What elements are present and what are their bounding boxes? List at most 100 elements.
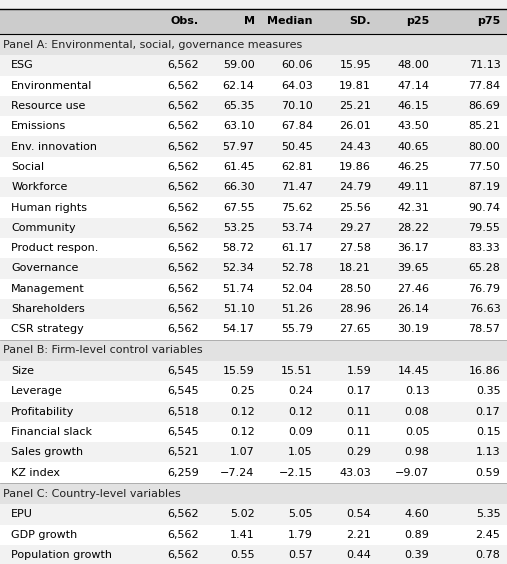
Text: Obs.: Obs. — [171, 16, 199, 27]
Text: 0.55: 0.55 — [230, 550, 255, 560]
Text: Human rights: Human rights — [11, 202, 87, 213]
Text: 5.35: 5.35 — [476, 509, 500, 519]
Text: 77.50: 77.50 — [468, 162, 500, 172]
Text: 51.26: 51.26 — [281, 304, 313, 314]
Text: GDP growth: GDP growth — [11, 530, 78, 540]
Text: 0.54: 0.54 — [346, 509, 371, 519]
Text: 58.72: 58.72 — [223, 243, 255, 253]
Text: 67.55: 67.55 — [223, 202, 255, 213]
Text: p25: p25 — [406, 16, 429, 27]
Text: 61.45: 61.45 — [223, 162, 255, 172]
Text: 6,562: 6,562 — [167, 202, 199, 213]
Bar — [0, 299, 507, 319]
Text: Median: Median — [267, 16, 313, 27]
Text: 25.56: 25.56 — [339, 202, 371, 213]
Text: 28.22: 28.22 — [397, 223, 429, 233]
Text: 78.57: 78.57 — [468, 324, 500, 334]
Text: 71.13: 71.13 — [468, 60, 500, 70]
Text: 54.17: 54.17 — [223, 324, 255, 334]
Bar — [0, 34, 507, 55]
Text: 62.81: 62.81 — [281, 162, 313, 172]
Text: 27.46: 27.46 — [397, 284, 429, 294]
Text: 70.10: 70.10 — [281, 101, 313, 111]
Text: 83.33: 83.33 — [468, 243, 500, 253]
Bar — [0, 279, 507, 299]
Text: 52.34: 52.34 — [223, 263, 255, 274]
Text: SD.: SD. — [350, 16, 371, 27]
Text: 52.04: 52.04 — [281, 284, 313, 294]
Text: Product respon.: Product respon. — [11, 243, 98, 253]
Bar — [0, 483, 507, 504]
Bar — [0, 136, 507, 157]
Text: 18.21: 18.21 — [339, 263, 371, 274]
Text: 6,562: 6,562 — [167, 509, 199, 519]
Text: 6,545: 6,545 — [167, 366, 199, 376]
Text: 19.86: 19.86 — [339, 162, 371, 172]
Text: 90.74: 90.74 — [468, 202, 500, 213]
Text: 4.60: 4.60 — [405, 509, 429, 519]
Text: Management: Management — [11, 284, 85, 294]
Text: 6,562: 6,562 — [167, 60, 199, 70]
Text: 6,562: 6,562 — [167, 162, 199, 172]
Text: −2.15: −2.15 — [279, 468, 313, 478]
Text: Shareholders: Shareholders — [11, 304, 85, 314]
Text: 15.95: 15.95 — [339, 60, 371, 70]
Text: 24.79: 24.79 — [339, 182, 371, 192]
Text: 46.15: 46.15 — [397, 101, 429, 111]
Text: 47.14: 47.14 — [397, 81, 429, 91]
Text: Env. innovation: Env. innovation — [11, 142, 97, 152]
Bar — [0, 258, 507, 279]
Text: 6,562: 6,562 — [167, 223, 199, 233]
Text: 0.15: 0.15 — [476, 427, 500, 437]
Text: 76.63: 76.63 — [468, 304, 500, 314]
Text: Resource use: Resource use — [11, 101, 86, 111]
Text: 53.74: 53.74 — [281, 223, 313, 233]
Text: 0.05: 0.05 — [405, 427, 429, 437]
Text: 66.30: 66.30 — [223, 182, 255, 192]
Text: 80.00: 80.00 — [468, 142, 500, 152]
Text: Community: Community — [11, 223, 76, 233]
Text: 0.59: 0.59 — [476, 468, 500, 478]
Text: 19.81: 19.81 — [339, 81, 371, 91]
Text: 16.86: 16.86 — [468, 366, 500, 376]
Text: 1.13: 1.13 — [476, 447, 500, 457]
Text: 6,545: 6,545 — [167, 386, 199, 396]
Text: 0.29: 0.29 — [346, 447, 371, 457]
Text: Governance: Governance — [11, 263, 79, 274]
Text: 24.43: 24.43 — [339, 142, 371, 152]
Text: 86.69: 86.69 — [468, 101, 500, 111]
Text: 0.13: 0.13 — [405, 386, 429, 396]
Text: −9.07: −9.07 — [395, 468, 429, 478]
Text: 14.45: 14.45 — [397, 366, 429, 376]
Text: 63.10: 63.10 — [223, 121, 255, 131]
Text: 75.62: 75.62 — [281, 202, 313, 213]
Text: 65.28: 65.28 — [468, 263, 500, 274]
Text: 43.03: 43.03 — [339, 468, 371, 478]
Text: 77.84: 77.84 — [468, 81, 500, 91]
Text: ESG: ESG — [11, 60, 34, 70]
Text: 0.08: 0.08 — [405, 407, 429, 417]
Text: 0.17: 0.17 — [476, 407, 500, 417]
Bar — [0, 340, 507, 361]
Text: 6,518: 6,518 — [167, 407, 199, 417]
Text: 6,562: 6,562 — [167, 182, 199, 192]
Text: 5.05: 5.05 — [288, 509, 313, 519]
Text: 0.09: 0.09 — [288, 427, 313, 437]
Text: EPU: EPU — [11, 509, 33, 519]
Text: 59.00: 59.00 — [223, 60, 255, 70]
Text: 36.17: 36.17 — [397, 243, 429, 253]
Text: 6,562: 6,562 — [167, 81, 199, 91]
Text: 46.25: 46.25 — [397, 162, 429, 172]
Bar — [0, 381, 507, 402]
Bar — [0, 157, 507, 177]
Text: 0.17: 0.17 — [346, 386, 371, 396]
Text: Environmental: Environmental — [11, 81, 93, 91]
Bar — [0, 96, 507, 116]
Text: 0.24: 0.24 — [288, 386, 313, 396]
Text: 0.89: 0.89 — [405, 530, 429, 540]
Text: 6,259: 6,259 — [167, 468, 199, 478]
Text: 67.84: 67.84 — [281, 121, 313, 131]
Text: 1.79: 1.79 — [288, 530, 313, 540]
Text: 42.31: 42.31 — [397, 202, 429, 213]
Bar — [0, 238, 507, 258]
